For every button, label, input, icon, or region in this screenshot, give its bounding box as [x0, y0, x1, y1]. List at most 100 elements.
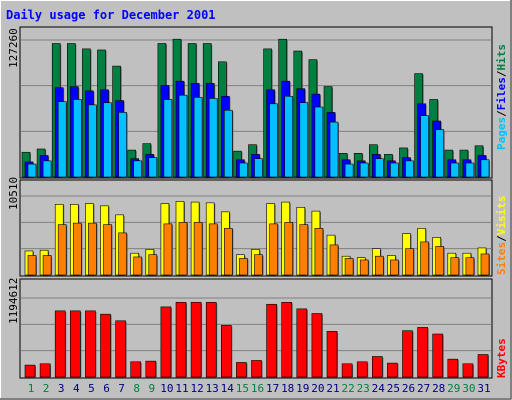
- kbytes-bar-day-26: [402, 330, 413, 378]
- day-label-13: 13: [206, 382, 219, 395]
- hits-bar-pages-day-28: [435, 129, 445, 178]
- hits-ymax-label: 127260: [7, 28, 20, 68]
- day-label-3: 3: [58, 382, 65, 395]
- visits-bar-sites-day-8: [133, 256, 142, 276]
- kbytes-panel-legend: KBytes: [495, 338, 508, 378]
- hits-bar-pages-day-30: [465, 162, 475, 178]
- day-label-12: 12: [190, 382, 203, 395]
- hits-bar-pages-day-19: [299, 102, 309, 178]
- hits-bar-pages-day-4: [73, 99, 82, 178]
- kbytes-bar-day-20: [311, 313, 323, 378]
- hits-bar-pages-day-10: [163, 99, 173, 178]
- hits-bar-pages-day-25: [390, 162, 399, 178]
- legend-sep-2: /: [495, 70, 508, 77]
- day-label-2: 2: [43, 382, 50, 395]
- kbytes-bar-day-11: [175, 301, 187, 378]
- kbytes-bar-day-5: [85, 310, 96, 378]
- day-label-14: 14: [221, 382, 235, 395]
- visits-bar-sites-day-7: [118, 232, 127, 276]
- hits-bar-pages-day-7: [118, 112, 127, 178]
- day-label-25: 25: [387, 382, 400, 395]
- hits-bar-pages-day-6: [103, 102, 112, 178]
- legend-sites: Sites: [495, 242, 508, 275]
- visits-bar-sites-day-21: [329, 244, 339, 276]
- visits-ymax-label: 10510: [7, 177, 20, 210]
- day-label-27: 27: [417, 382, 430, 395]
- visits-bar-sites-day-30: [465, 257, 475, 276]
- day-label-19: 19: [296, 382, 309, 395]
- kbytes-bar-day-10: [160, 306, 172, 378]
- kbytes-bar-day-25: [387, 362, 398, 378]
- kbytes-bar-day-31: [477, 354, 489, 378]
- day-label-1: 1: [28, 382, 35, 395]
- visits-bar-sites-day-15: [239, 258, 248, 276]
- kbytes-ymax-label: 1194612: [7, 278, 20, 324]
- day-label-16: 16: [251, 382, 264, 395]
- hits-bar-pages-day-12: [193, 97, 203, 178]
- visits-bar-sites-day-17: [269, 223, 278, 276]
- visits-bar-sites-day-25: [390, 259, 399, 276]
- kbytes-bar-day-2: [39, 363, 51, 378]
- hits-bar-pages-day-20: [314, 106, 324, 178]
- kbytes-bar-day-15: [236, 362, 247, 378]
- day-label-17: 17: [266, 382, 279, 395]
- visits-bar-sites-day-14: [224, 228, 233, 276]
- visits-bar-sites-day-3: [57, 224, 67, 276]
- legend-pages: Pages: [495, 117, 508, 150]
- kbytes-bar-day-12: [190, 301, 202, 378]
- kbytes-bar-day-22: [341, 363, 353, 378]
- day-label-11: 11: [175, 382, 188, 395]
- hits-bar-pages-day-21: [329, 121, 339, 178]
- day-label-29: 29: [447, 382, 460, 395]
- visits-bar-sites-day-11: [178, 222, 188, 276]
- day-label-23: 23: [357, 382, 370, 395]
- hits-bar-pages-day-18: [284, 95, 294, 178]
- kbytes-bar-day-27: [417, 327, 428, 378]
- hits-bar-pages-day-17: [269, 103, 278, 178]
- day-labels: 1 2 3 4 5 6 7 8 9 10 11 12 13 14 15 16 17 18 19 20 21 22 23 24 2…: [28, 382, 491, 395]
- kbytes-bar-day-17: [266, 303, 277, 378]
- visits-bar-sites-day-28: [435, 246, 445, 276]
- day-label-7: 7: [118, 382, 125, 395]
- kbytes-bar-day-16: [251, 360, 262, 378]
- visits-bar-sites-day-22: [344, 258, 354, 276]
- visits-bar-sites-day-26: [405, 248, 414, 276]
- bars: [21, 38, 490, 378]
- hits-bar-pages-day-26: [405, 160, 414, 178]
- visits-bar-sites-day-6: [103, 224, 112, 276]
- kbytes-bar-day-29: [447, 358, 459, 378]
- day-label-22: 22: [341, 382, 354, 395]
- kbytes-bar-day-1: [24, 364, 36, 378]
- visits-bar-sites-day-27: [420, 241, 429, 276]
- visits-bar-sites-day-13: [208, 223, 218, 276]
- legend-visits: Visits: [495, 196, 508, 236]
- kbytes-bar-day-21: [326, 331, 338, 378]
- kbytes-bar-day-18: [281, 301, 293, 378]
- legend-hits: Hits: [495, 44, 508, 71]
- kbytes-bar-day-19: [296, 308, 308, 378]
- hits-bar-pages-day-11: [178, 94, 188, 178]
- day-label-18: 18: [281, 382, 294, 395]
- day-label-31: 31: [477, 382, 490, 395]
- kbytes-bar-day-30: [462, 363, 474, 378]
- day-label-9: 9: [148, 382, 155, 395]
- hits-bar-pages-day-9: [148, 157, 158, 178]
- day-label-20: 20: [311, 382, 324, 395]
- visits-panel-legend: Sites/Visits: [495, 196, 508, 276]
- kbytes-bar-day-4: [70, 310, 81, 378]
- hits-bar-pages-day-5: [88, 104, 97, 178]
- hits-bar-pages-day-27: [420, 115, 429, 178]
- legend-kbytes: KBytes: [495, 338, 508, 378]
- kbytes-bar-day-3: [54, 310, 66, 378]
- visits-bar-sites-day-19: [299, 224, 309, 276]
- hits-bar-pages-day-1: [27, 163, 37, 178]
- hits-bar-pages-day-24: [374, 158, 384, 178]
- kbytes-bar-day-8: [130, 361, 141, 378]
- hits-bar-pages-day-22: [344, 163, 354, 178]
- visits-bar-sites-day-12: [193, 222, 203, 276]
- kbytes-bar-day-14: [221, 325, 232, 378]
- hits-bar-pages-day-29: [450, 162, 460, 178]
- kbytes-bar-day-7: [115, 320, 126, 378]
- visits-bar-sites-day-31: [480, 253, 490, 276]
